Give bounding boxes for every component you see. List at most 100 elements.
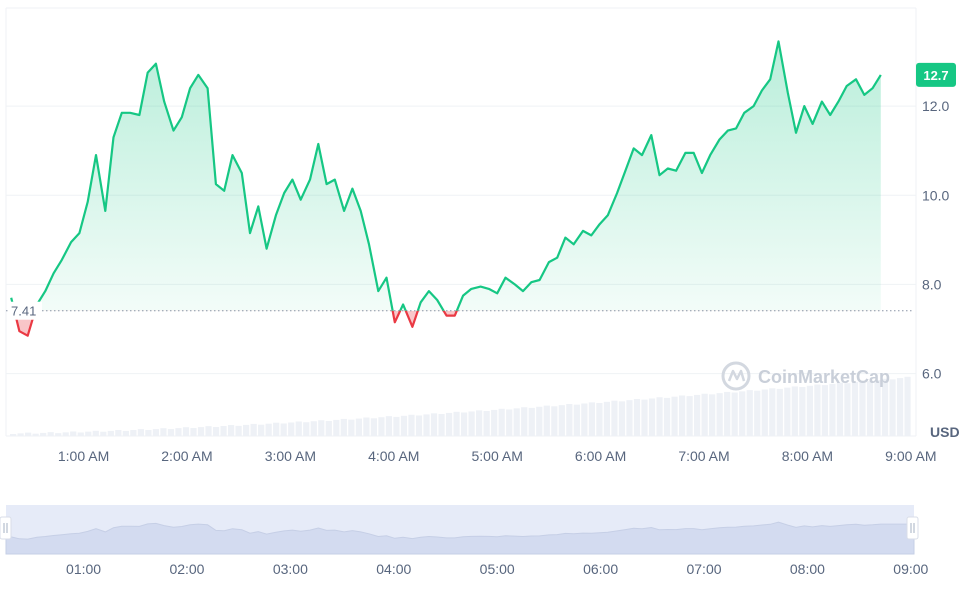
- baseline-value: 7.41: [11, 304, 36, 319]
- y-tick-label: 8.0: [922, 276, 942, 292]
- volume-bar: [115, 430, 122, 436]
- volume-bar: [461, 412, 468, 436]
- navigator-series-area: [5, 521, 915, 555]
- volume-bar: [543, 405, 550, 436]
- y-axis-ticks: 6.0 8.0 10.0 12.0: [922, 98, 949, 382]
- navigator-handle-right[interactable]: [906, 516, 919, 540]
- volume-bar: [633, 398, 641, 436]
- volume-bar: [521, 407, 528, 436]
- volume-bar: [197, 427, 205, 436]
- volume-bar: [836, 382, 844, 436]
- volume-bar: [160, 428, 167, 436]
- volume-bar: [92, 430, 99, 436]
- volume-bar: [761, 389, 768, 436]
- volume-bar: [430, 413, 438, 436]
- volume-bar: [536, 406, 543, 436]
- navigator-tick-label: 05:00: [480, 561, 515, 577]
- volume-bar: [122, 430, 129, 436]
- volume-bar: [491, 409, 498, 436]
- volume-bar: [528, 407, 535, 436]
- volume-bar: [273, 422, 280, 436]
- volume-bar: [513, 408, 520, 436]
- volume-bar: [235, 425, 242, 436]
- navigator-tick-label: 08:00: [790, 561, 825, 577]
- volume-bar: [415, 415, 423, 436]
- volume-bar: [318, 420, 325, 436]
- x-tick-label: 5:00 AM: [472, 448, 523, 464]
- area-above-baseline: [11, 41, 881, 311]
- volume-bar: [453, 411, 460, 436]
- navigator-tick-label: 09:00: [893, 561, 928, 577]
- volume-bar: [227, 425, 235, 436]
- volume-bar: [881, 378, 889, 436]
- volume-bar: [25, 432, 32, 436]
- volume-bar: [100, 431, 107, 436]
- current-price-badge: 12.7: [916, 62, 956, 87]
- volume-bar: [483, 411, 490, 436]
- volume-bar: [40, 432, 47, 436]
- volume-bar: [445, 412, 453, 436]
- volume-bar: [243, 424, 250, 436]
- volume-bar: [355, 418, 362, 436]
- volume-bar: [85, 431, 92, 436]
- volume-bar: [220, 426, 227, 436]
- x-tick-label: 6:00 AM: [575, 448, 626, 464]
- current-price-value: 12.7: [923, 68, 948, 83]
- volume-bar: [130, 430, 137, 436]
- volume-bar: [814, 384, 821, 436]
- volume-bar: [325, 420, 332, 436]
- volume-bar: [280, 423, 287, 436]
- volume-bar: [596, 403, 603, 436]
- navigator-tick-label: 04:00: [376, 561, 411, 577]
- watermark-text: CoinMarketCap: [758, 367, 890, 387]
- volume-bar: [806, 385, 813, 436]
- volume-bar: [799, 387, 806, 436]
- volume-bar: [739, 391, 746, 436]
- volume-bar: [333, 419, 340, 436]
- y-tick-label: 6.0: [922, 366, 942, 382]
- volume-bar: [844, 383, 851, 436]
- volume-bar: [408, 414, 415, 436]
- volume-bar: [107, 430, 114, 436]
- volume-bar: [190, 428, 197, 436]
- volume-bar: [821, 385, 828, 436]
- volume-bar: [62, 432, 69, 436]
- navigator-tick-label: 02:00: [169, 561, 204, 577]
- volume-bar: [581, 403, 588, 436]
- volume-bar: [378, 417, 385, 436]
- volume-bar: [791, 386, 798, 436]
- volume-bar: [265, 423, 272, 436]
- volume-bar: [859, 380, 866, 436]
- volume-bar: [618, 401, 626, 436]
- volume-bar: [32, 433, 39, 436]
- navigator-tick-label: 07:00: [686, 561, 721, 577]
- volume-bar: [47, 432, 54, 436]
- volume-bar: [648, 398, 656, 436]
- volume-bar: [896, 378, 904, 436]
- volume-bar: [731, 392, 738, 436]
- price-line-down: [13, 310, 459, 337]
- x-axis-ticks: 1:00 AM 2:00 AM 3:00 AM 4:00 AM 5:00 AM 6:00 …: [58, 448, 937, 464]
- volume-bar: [754, 390, 761, 436]
- y-axis-unit: USD: [930, 424, 960, 440]
- area-below-baseline: [14, 310, 457, 336]
- volume-bar: [258, 424, 265, 436]
- volume-bar: [716, 393, 723, 436]
- volume-bar: [663, 397, 671, 436]
- x-tick-label: 3:00 AM: [265, 448, 316, 464]
- volume-bar: [145, 430, 152, 436]
- navigator-tick-label: 06:00: [583, 561, 618, 577]
- volume-bar: [340, 418, 347, 436]
- volume-bar: [573, 404, 580, 436]
- x-tick-label: 4:00 AM: [368, 448, 419, 464]
- range-navigator[interactable]: [0, 505, 919, 555]
- x-tick-label: 2:00 AM: [161, 448, 212, 464]
- x-tick-label: 7:00 AM: [678, 448, 729, 464]
- volume-bar: [17, 433, 24, 436]
- navigator-handle-left[interactable]: [0, 516, 12, 540]
- volume-bar: [686, 396, 693, 436]
- volume-bar: [77, 432, 84, 436]
- navigator-ticks: 01:00 02:00 03:00 04:00 05:00 06:00 07:00 08:00…: [66, 561, 929, 577]
- volume-bar: [167, 429, 175, 436]
